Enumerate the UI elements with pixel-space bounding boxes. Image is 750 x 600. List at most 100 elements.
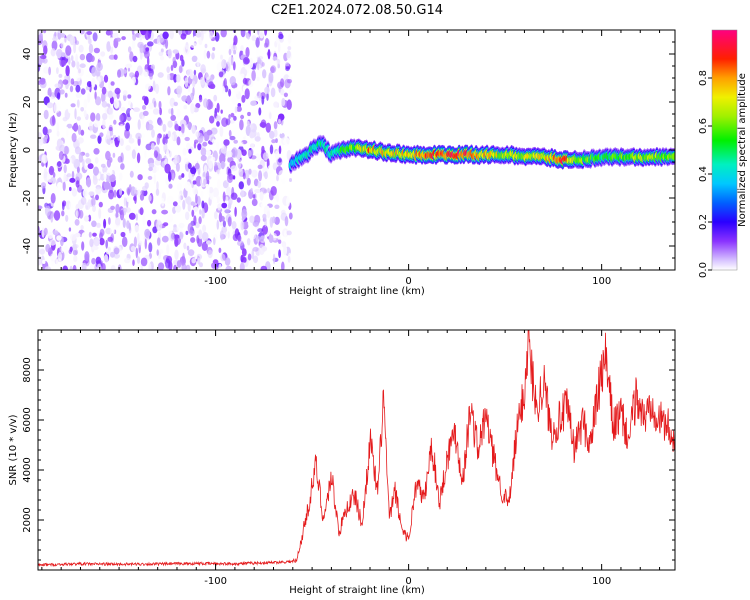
noise-speckle (116, 91, 120, 99)
noise-speckle (212, 138, 216, 145)
noise-speckle (44, 134, 48, 140)
noise-speckle (275, 138, 278, 144)
colorbar-ticks: 0.0 0.2 0.4 0.6 0.8 (698, 70, 712, 278)
noise-speckle (47, 30, 51, 35)
y-tick-label: 6000 (22, 407, 33, 432)
colorbar-tick-label: 0.4 (698, 166, 709, 182)
noise-speckle (212, 187, 219, 198)
noise-speckle (84, 251, 90, 262)
noise-speckle (93, 120, 101, 128)
noise-speckle (153, 150, 158, 159)
noise-speckle (195, 102, 201, 109)
noise-speckle (187, 85, 191, 93)
noise-speckle (213, 237, 216, 246)
noise-speckle (228, 88, 232, 97)
noise-speckle (169, 30, 174, 40)
noise-speckle (279, 132, 285, 139)
noise-speckle (92, 232, 97, 237)
noise-speckle (99, 237, 105, 246)
noise-speckle (191, 209, 195, 217)
noise-speckle (109, 139, 116, 148)
noise-speckle (254, 136, 261, 142)
noise-speckle (71, 132, 77, 143)
noise-speckle (106, 169, 113, 176)
noise-speckle (187, 223, 193, 233)
noise-speckle (175, 74, 181, 83)
noise-speckle (224, 207, 231, 215)
noise-speckle (43, 45, 48, 55)
noise-speckle (165, 258, 171, 269)
noise-speckle (42, 259, 46, 264)
noise-speckle (183, 157, 189, 164)
noise-speckle (42, 58, 48, 64)
noise-speckle (134, 224, 140, 233)
noise-speckle (42, 126, 48, 136)
noise-speckle (156, 220, 163, 232)
noise-speckle (278, 170, 285, 180)
noise-speckle (232, 61, 236, 71)
noise-speckle (244, 88, 250, 100)
noise-speckle (175, 204, 182, 213)
noise-speckle (128, 222, 131, 231)
noise-speckle (233, 49, 237, 55)
noise-speckle (248, 79, 254, 88)
noise-speckle (133, 107, 141, 112)
noise-speckle (283, 137, 290, 146)
noise-speckle (193, 141, 197, 149)
noise-speckle (85, 177, 92, 188)
noise-speckle (110, 30, 113, 40)
noise-speckle (119, 114, 124, 122)
noise-speckle (108, 54, 116, 60)
noise-speckle (69, 35, 76, 46)
noise-speckle (54, 31, 57, 37)
noise-speckle (128, 137, 135, 144)
noise-speckle (163, 80, 169, 89)
noise-speckle (220, 30, 227, 38)
noise-speckle (50, 253, 57, 262)
noise-speckle (99, 132, 104, 138)
noise-speckle (222, 220, 226, 228)
figure-title: C2E1.2024.072.08.50.G14 (271, 3, 443, 18)
noise-speckle (75, 172, 83, 180)
noise-speckle (185, 230, 189, 235)
noise-speckle (59, 144, 66, 153)
noise-speckle (237, 158, 242, 169)
noise-speckle (83, 215, 90, 222)
noise-speckle (110, 205, 115, 210)
noise-speckle (183, 104, 188, 110)
x-tick-label: 0 (405, 576, 411, 587)
noise-speckle (220, 109, 223, 114)
noise-speckle (251, 249, 255, 260)
noise-speckle (205, 170, 210, 182)
noise-speckle (68, 202, 73, 210)
noise-speckle (89, 264, 96, 270)
noise-speckle (74, 219, 80, 226)
noise-speckle (125, 145, 131, 151)
noise-speckle (192, 80, 196, 88)
noise-speckle (251, 70, 256, 81)
noise-speckle (240, 220, 245, 231)
noise-speckle (112, 60, 117, 68)
noise-speckle (179, 54, 184, 62)
noise-speckle (280, 88, 285, 96)
noise-speckle (250, 229, 257, 240)
noise-speckle (80, 88, 86, 95)
noise-speckle (115, 203, 120, 214)
noise-speckle (179, 194, 184, 201)
noise-speckle (267, 49, 271, 60)
noise-speckle (272, 253, 276, 265)
noise-speckle (251, 198, 258, 207)
noise-speckle (231, 96, 239, 105)
noise-speckle (110, 226, 115, 236)
noise-speckle (84, 163, 88, 171)
noise-speckle (131, 30, 135, 36)
noise-speckle (88, 43, 94, 54)
noise-speckle (127, 94, 132, 99)
noise-speckle (72, 264, 77, 270)
noise-speckle (129, 170, 134, 178)
noise-speckle (200, 155, 207, 162)
noise-speckle (250, 148, 254, 156)
noise-speckle (198, 229, 203, 240)
noise-speckle (268, 72, 274, 83)
noise-speckle (117, 69, 122, 78)
